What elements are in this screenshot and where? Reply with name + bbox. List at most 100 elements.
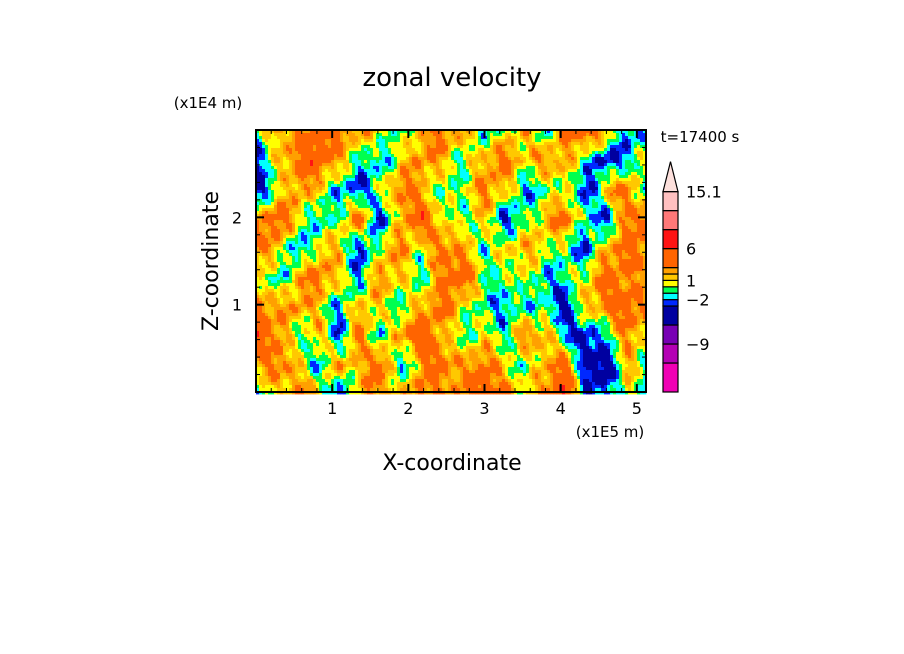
field-cell	[514, 139, 518, 143]
field-cell	[397, 136, 401, 140]
field-cell	[349, 133, 353, 137]
field-cell	[586, 187, 590, 191]
field-cell	[301, 220, 305, 224]
field-cell	[331, 163, 335, 167]
field-cell	[550, 184, 554, 188]
field-cell	[364, 220, 368, 224]
field-cell	[433, 229, 437, 233]
field-cell	[334, 163, 338, 167]
field-cell	[427, 178, 431, 182]
field-cell	[370, 229, 374, 233]
field-cell	[601, 166, 605, 170]
field-cell	[454, 184, 458, 188]
field-cell	[331, 217, 335, 221]
field-cell	[388, 157, 392, 161]
field-cell	[541, 157, 545, 161]
field-cell	[310, 151, 314, 155]
field-cell	[400, 244, 404, 248]
field-cell	[487, 229, 491, 233]
field-cell	[367, 238, 371, 242]
field-cell	[355, 208, 359, 212]
field-cell	[262, 211, 266, 215]
field-cell	[595, 136, 599, 140]
field-cell	[616, 169, 620, 173]
field-cell	[265, 160, 269, 164]
field-cell	[454, 217, 458, 221]
field-cell	[379, 166, 383, 170]
field-cell	[574, 214, 578, 218]
field-cell	[334, 244, 338, 248]
field-cell	[565, 178, 569, 182]
field-cell	[325, 229, 329, 233]
field-cell	[511, 178, 515, 182]
field-cell	[361, 169, 365, 173]
field-cell	[460, 238, 464, 242]
field-cell	[505, 220, 509, 224]
field-cell	[376, 169, 380, 173]
field-cell	[334, 136, 338, 140]
field-cell	[469, 193, 473, 197]
field-cell	[574, 136, 578, 140]
field-cell	[280, 196, 284, 200]
field-cell	[448, 202, 452, 206]
field-cell	[385, 160, 389, 164]
field-cell	[439, 208, 443, 212]
field-cell	[391, 214, 395, 218]
field-cell	[487, 154, 491, 158]
field-cell	[547, 205, 551, 209]
field-cell	[547, 223, 551, 227]
field-cell	[637, 205, 641, 209]
field-cell	[265, 157, 269, 161]
field-cell	[631, 187, 635, 191]
field-cell	[496, 205, 500, 209]
field-cell	[397, 214, 401, 218]
field-cell	[262, 226, 266, 230]
field-cell	[361, 139, 365, 143]
field-cell	[454, 223, 458, 227]
field-cell	[601, 154, 605, 158]
field-cell	[589, 157, 593, 161]
field-cell	[388, 235, 392, 239]
field-cell	[325, 211, 329, 215]
field-cell	[409, 163, 413, 167]
field-cell	[262, 244, 266, 248]
field-cell	[361, 193, 365, 197]
field-cell	[298, 235, 302, 239]
field-cell	[628, 142, 632, 146]
field-cell	[511, 217, 515, 221]
field-cell	[379, 187, 383, 191]
field-cell	[490, 178, 494, 182]
field-cell	[418, 166, 422, 170]
field-cell	[421, 130, 425, 134]
field-cell	[259, 187, 263, 191]
field-cell	[517, 160, 521, 164]
field-cell	[592, 181, 596, 185]
field-cell	[337, 148, 341, 152]
field-cell	[625, 229, 629, 233]
field-cell	[376, 211, 380, 215]
field-cell	[538, 142, 542, 146]
field-cell	[283, 235, 287, 239]
field-cell	[316, 142, 320, 146]
field-cell	[454, 229, 458, 233]
field-cell	[283, 151, 287, 155]
field-cell	[556, 193, 560, 197]
field-cell	[364, 175, 368, 179]
field-cell	[544, 238, 548, 242]
field-cell	[454, 145, 458, 149]
field-cell	[604, 139, 608, 143]
field-cell	[451, 166, 455, 170]
field-cell	[439, 205, 443, 209]
field-cell	[442, 226, 446, 230]
field-cell	[565, 163, 569, 167]
field-cell	[586, 175, 590, 179]
field-cell	[304, 229, 308, 233]
field-cell	[259, 193, 263, 197]
field-cell	[373, 160, 377, 164]
field-cell	[394, 136, 398, 140]
field-cell	[283, 145, 287, 149]
field-cell	[256, 241, 260, 245]
field-cell	[373, 175, 377, 179]
field-cell	[643, 223, 647, 227]
field-cell	[457, 130, 461, 134]
